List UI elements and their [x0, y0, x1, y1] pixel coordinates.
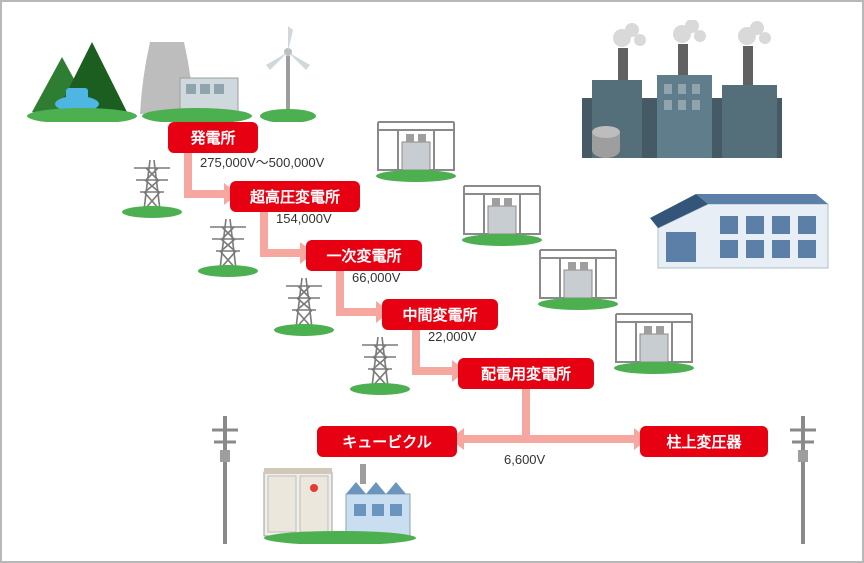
- transmission-tower-icon: [282, 272, 326, 336]
- flow-arrow-segment: [188, 190, 224, 198]
- voltage-label-uhv-substation: 154,000V: [276, 211, 332, 226]
- voltage-label-distribution-substation: 6,600V: [504, 452, 545, 467]
- transmission-tower-icon: [358, 331, 402, 395]
- diagram-frame: 発電所超高圧変電所一次変電所中間変電所配電用変電所キュービクル 柱上変圧器 275,…: [0, 0, 864, 563]
- substation-icon: [458, 184, 546, 246]
- stage-intermediate-substation: 中間変電所: [382, 299, 498, 330]
- stage-distribution-substation: 配電用変電所: [458, 358, 594, 389]
- substation-icon: [610, 312, 698, 374]
- voltage-label-primary-substation: 66,000V: [352, 270, 400, 285]
- warehouse-icon: [648, 192, 838, 280]
- stage-pole-transformer: 柱上変圧器: [640, 426, 768, 457]
- cubicle-building-icon: [260, 454, 420, 544]
- stage-cubicle: キュービクル: [317, 426, 457, 457]
- flow-arrow-segment: [264, 249, 300, 257]
- flow-arrow-segment: [416, 367, 452, 375]
- stage-uhv-substation: 超高圧変電所: [230, 181, 360, 212]
- industrial-complex-icon: [562, 20, 802, 170]
- utility-pole-left-icon: [210, 416, 240, 546]
- substation-icon: [372, 120, 460, 182]
- utility-pole-right-icon: [788, 416, 818, 546]
- generation-cluster-icon: [22, 22, 322, 122]
- transmission-tower-icon: [206, 213, 250, 277]
- substation-icon: [534, 248, 622, 310]
- flow-arrow-segment: [464, 435, 526, 443]
- transmission-tower-icon: [130, 154, 174, 218]
- voltage-label-power-plant: 275,000V～500,000V: [200, 152, 324, 171]
- flow-arrow-segment: [526, 435, 634, 443]
- voltage-label-intermediate-substation: 22,000V: [428, 329, 476, 344]
- stage-primary-substation: 一次変電所: [306, 240, 422, 271]
- flow-arrow-segment: [340, 308, 376, 316]
- stage-power-plant: 発電所: [168, 122, 258, 153]
